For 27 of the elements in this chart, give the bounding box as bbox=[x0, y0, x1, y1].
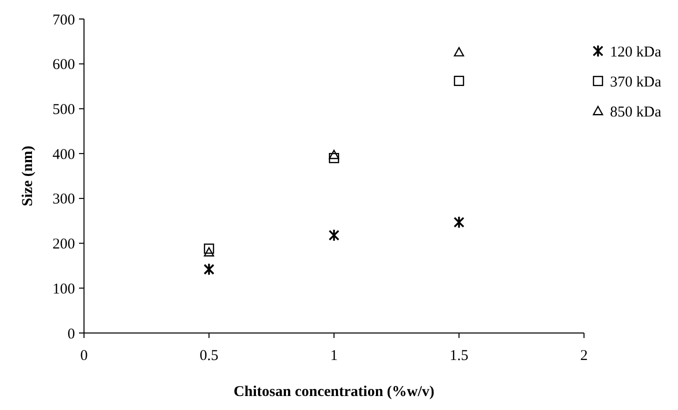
x-tick-label: 0.5 bbox=[200, 348, 218, 364]
point bbox=[328, 150, 340, 160]
x-tick-label: 1 bbox=[330, 348, 338, 364]
point bbox=[328, 152, 340, 164]
y-tick-label: 200 bbox=[52, 236, 75, 253]
point bbox=[328, 228, 340, 242]
y-tick-label: 0 bbox=[68, 326, 75, 342]
y-tick-label: 700 bbox=[52, 12, 75, 28]
point bbox=[204, 262, 214, 276]
point bbox=[454, 47, 464, 56]
x-tick-label: 0 bbox=[80, 348, 88, 364]
legend-label: 120 kDa bbox=[610, 44, 662, 60]
y-tick-label: 600 bbox=[52, 57, 75, 74]
legend-label: 370 kDa bbox=[610, 74, 662, 90]
y-tick-label: 500 bbox=[52, 102, 75, 118]
y-tick-label: 100 bbox=[52, 281, 75, 298]
point bbox=[204, 244, 214, 254]
x-axis-title: Chitosan concentration (%w/v) bbox=[234, 384, 434, 400]
y-axis-title: Size (nm) bbox=[20, 146, 36, 206]
x-tick-label: 2 bbox=[580, 348, 588, 364]
point bbox=[204, 247, 214, 256]
point bbox=[454, 76, 464, 86]
point bbox=[454, 216, 464, 229]
y-tick-label: 400 bbox=[52, 146, 75, 163]
legend-label: 850 kDa bbox=[610, 104, 662, 120]
x-tick-label: 1.5 bbox=[450, 348, 468, 364]
y-tick-label: 300 bbox=[52, 192, 75, 208]
